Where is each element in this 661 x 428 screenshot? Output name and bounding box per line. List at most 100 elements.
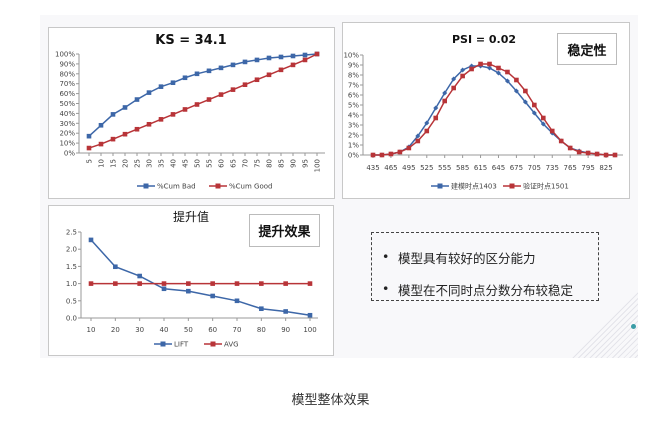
x-tick-label: 5	[86, 159, 94, 163]
y-tick-label: 6%	[348, 92, 359, 100]
y-tick-label: 9%	[348, 62, 359, 70]
data-point	[307, 281, 313, 286]
series-line-1	[88, 53, 318, 137]
x-tick-label: 675	[510, 164, 523, 172]
data-point	[266, 55, 272, 61]
data-point	[415, 138, 421, 144]
data-point	[182, 107, 188, 112]
lift-effect-tag: 提升效果	[249, 214, 320, 247]
data-point	[585, 150, 591, 156]
data-point	[283, 309, 288, 314]
series-line-2	[373, 63, 615, 156]
x-tick-label: 65	[230, 159, 238, 168]
data-point	[307, 312, 313, 318]
y-tick-label: 10%	[59, 140, 75, 148]
data-point	[210, 293, 215, 299]
data-point	[433, 115, 439, 121]
x-tick-label: 90	[281, 326, 290, 334]
legend-marker	[437, 183, 443, 189]
data-point	[218, 65, 224, 71]
x-tick-label: 825	[599, 164, 612, 172]
data-point	[234, 281, 240, 286]
data-point	[513, 88, 519, 94]
data-point	[254, 57, 260, 63]
data-point	[523, 88, 528, 94]
data-point	[158, 84, 164, 89]
ks-chart: KS = 34.10%10%20%30%40%50%60%70%80%90%10…	[55, 33, 325, 191]
x-tick-label: 85	[278, 159, 286, 168]
x-tick-label: 20	[111, 326, 120, 334]
data-point	[230, 87, 236, 92]
data-point	[206, 97, 212, 102]
data-point	[433, 105, 439, 111]
data-point	[469, 66, 474, 72]
legend-label: %Cum Bad	[157, 183, 196, 191]
y-tick-label: 3%	[348, 122, 359, 130]
data-point	[540, 121, 546, 127]
data-point	[496, 65, 501, 71]
y-tick-label: 2%	[348, 132, 359, 140]
legend-label: 验证时点1501	[523, 182, 569, 191]
x-tick-label: 435	[366, 164, 379, 172]
y-tick-label: 20%	[59, 130, 75, 138]
data-point	[424, 128, 430, 134]
data-point	[514, 77, 519, 83]
y-tick-label: 8%	[348, 72, 359, 80]
data-point	[137, 281, 142, 286]
data-point	[379, 152, 385, 158]
stability-tag: 稳定性	[557, 33, 617, 65]
data-point	[478, 61, 483, 67]
x-tick-label: 70	[233, 326, 242, 334]
data-point	[451, 85, 456, 91]
x-tick-label: 50	[184, 326, 193, 334]
data-point	[594, 151, 600, 157]
data-point	[234, 298, 240, 304]
data-point	[397, 149, 403, 155]
data-point	[522, 99, 528, 105]
data-point	[612, 152, 618, 158]
data-point	[146, 90, 152, 95]
data-point	[88, 237, 94, 243]
data-point	[451, 76, 457, 82]
x-tick-label: 10	[98, 159, 106, 168]
y-tick-label: 90%	[59, 60, 75, 68]
y-tick-label: 10%	[343, 52, 359, 60]
x-tick-label: 45	[182, 159, 190, 168]
x-tick-label: 15	[110, 159, 118, 168]
data-point	[540, 115, 546, 121]
data-point	[194, 71, 200, 77]
x-tick-label: 30	[135, 326, 144, 334]
data-point	[302, 57, 308, 63]
data-point	[549, 128, 555, 134]
data-point	[170, 112, 176, 117]
data-point	[182, 75, 188, 81]
y-tick-label: 60%	[59, 90, 75, 98]
x-tick-label: 525	[420, 164, 433, 172]
psi-chart-panel: PSI = 0.02 0% 1% 2% 3% 4% 5% 6% 7% 8% 9% 10% 435 465 4…	[342, 22, 630, 199]
y-tick-label: 1%	[348, 142, 359, 150]
chart-title: 提升值	[173, 209, 209, 224]
data-point	[259, 306, 264, 312]
data-point	[278, 54, 284, 60]
legend-label: AVG	[224, 341, 239, 349]
y-tick-label: 4%	[348, 112, 359, 120]
chart-title: KS = 34.1	[155, 33, 226, 48]
data-point	[460, 67, 466, 73]
data-point	[137, 273, 142, 279]
chart-title: PSI = 0.02	[452, 33, 516, 46]
x-tick-label: 60	[218, 159, 226, 168]
data-point	[122, 105, 128, 110]
x-tick-label: 95	[302, 159, 310, 168]
data-point	[186, 281, 191, 286]
data-point	[134, 126, 140, 132]
data-point	[113, 264, 118, 270]
legend-label: %Cum Good	[229, 183, 272, 191]
x-tick-label: 80	[266, 159, 274, 168]
legend-marker	[160, 341, 166, 347]
data-point	[415, 133, 421, 139]
series-line-1	[90, 239, 311, 316]
data-point	[314, 51, 320, 57]
data-point	[110, 136, 116, 142]
data-point	[194, 102, 200, 107]
data-point	[505, 69, 510, 75]
